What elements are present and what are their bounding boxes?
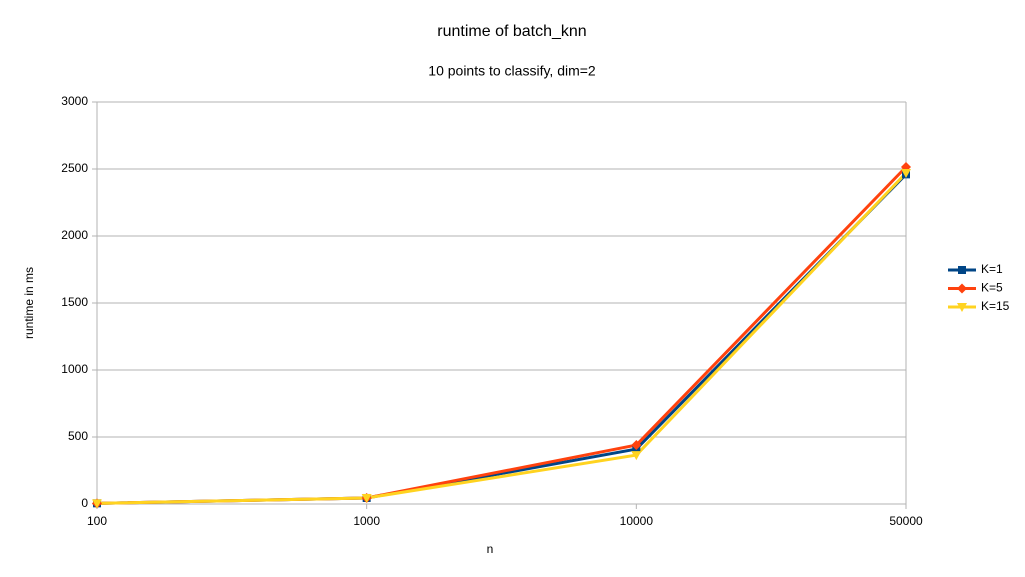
legend-label: K=15 [981, 299, 1010, 313]
x-tick-label: 100 [87, 514, 107, 528]
point-marker [361, 493, 372, 503]
x-tick-label: 1000 [353, 514, 380, 528]
legend-label: K=5 [981, 281, 1003, 295]
y-axis-label: runtime in ms [22, 267, 36, 339]
point-marker [901, 169, 911, 179]
chart-title: runtime of batch_knn [437, 23, 586, 40]
point-marker [631, 451, 642, 461]
point-marker [631, 440, 642, 451]
y-tick-label: 0 [81, 496, 88, 510]
y-tick-label: 1500 [61, 295, 88, 309]
point-marker [92, 499, 102, 509]
y-tick-label: 1000 [61, 362, 88, 376]
y-tick-label: 3000 [61, 94, 88, 108]
series-line [96, 171, 908, 505]
x-tick-label: 50000 [889, 514, 923, 528]
x-axis-label: n [487, 542, 494, 556]
legend-label: K=1 [981, 262, 1003, 276]
y-tick-label: 500 [68, 429, 88, 443]
chart-subtitle: 10 points to classify, dim=2 [428, 63, 596, 79]
legend-marker [958, 266, 966, 274]
y-tick-label: 2000 [61, 228, 88, 242]
legend-marker [957, 303, 967, 312]
x-tick-label: 10000 [620, 514, 654, 528]
legend-marker [957, 283, 967, 294]
y-tick-label: 2500 [61, 161, 88, 175]
